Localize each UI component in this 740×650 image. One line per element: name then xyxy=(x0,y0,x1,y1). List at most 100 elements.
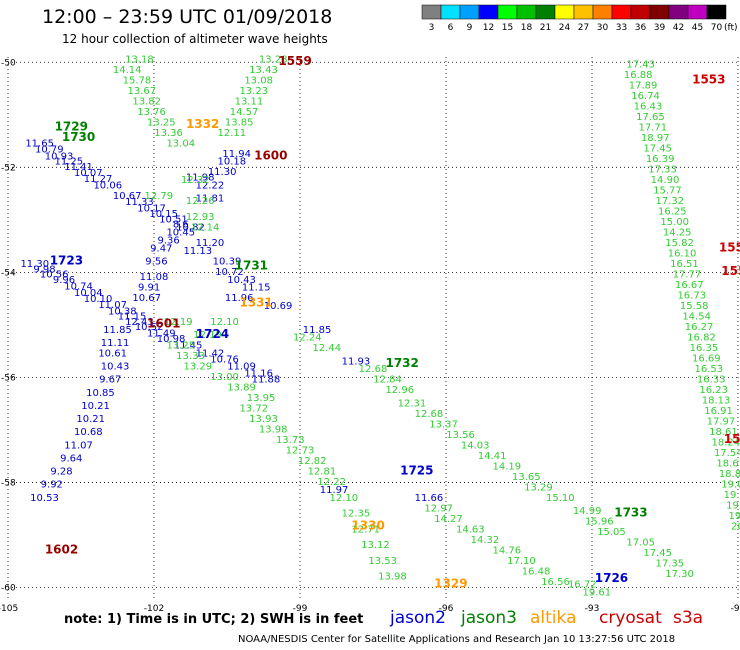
wave-height-jason2: 11.07 xyxy=(64,440,93,451)
scale-label: 42 xyxy=(673,23,684,33)
wave-height-jason3: 12.73 xyxy=(286,446,315,457)
wave-height-jason2: 11.09 xyxy=(227,362,256,373)
wave-height-jason2: 11.33 xyxy=(125,197,154,208)
wave-height-jason3: 19.29 xyxy=(726,501,740,512)
wave-height-jason3: 17.30 xyxy=(665,569,694,580)
scale-label: 9 xyxy=(467,23,473,33)
wave-height-jason2: 10.74 xyxy=(64,282,93,293)
x-tick-label: -96 xyxy=(439,604,454,614)
wave-height-jason3: 16.53 xyxy=(694,364,723,375)
wave-height-jason3: 16.43 xyxy=(634,102,663,113)
wave-height-jason3: 16.39 xyxy=(646,154,675,165)
wave-height-jason2: 10.56 xyxy=(40,270,69,281)
x-tick-label: -93 xyxy=(585,604,600,614)
scale-swatch xyxy=(706,4,727,20)
wave-height-jason2: 11.15 xyxy=(118,312,147,323)
footer-note: note: 1) Time is in UTC; 2) SWH is in fe… xyxy=(64,612,364,627)
wave-height-jason3: 14.63 xyxy=(456,524,485,535)
wave-height-jason2: 11.93 xyxy=(342,356,371,367)
wave-height-jason2: 10.82 xyxy=(176,222,205,233)
pass-time-label: 1552 xyxy=(719,240,740,254)
pass-time-label: 1553 xyxy=(692,72,725,86)
wave-height-jason2: 11.49 xyxy=(147,328,176,339)
pass-time-label: 1329 xyxy=(434,576,467,590)
scale-label: 45 xyxy=(692,23,703,33)
wave-height-jason3: 12.79 xyxy=(145,191,174,202)
x-tick-label: -99 xyxy=(293,604,308,614)
wave-height-jason3: 18.61 xyxy=(716,459,740,470)
scale-label: 3 xyxy=(429,23,435,33)
wave-height-jason2: 9.98 xyxy=(33,264,55,275)
pass-time-label: 1552 xyxy=(721,264,740,278)
scale-label: 70 xyxy=(711,23,723,33)
scale-swatch xyxy=(668,4,689,20)
wave-height-jason3: 16.25 xyxy=(658,207,687,218)
wave-height-jason3: 13.08 xyxy=(244,75,273,86)
wave-height-jason2: 10.07 xyxy=(74,168,103,179)
wave-height-jason3: 13.28 xyxy=(259,54,288,65)
legend-cryosat: cryosat xyxy=(599,608,662,628)
wave-height-jason2: 10.98 xyxy=(157,334,186,345)
wave-height-jason3: 18.13 xyxy=(702,396,731,407)
wave-height-jason2: 11.96 xyxy=(225,293,254,304)
wave-height-jason3: 13.98 xyxy=(378,572,407,583)
scale-label: 33 xyxy=(616,23,627,33)
scale-swatch xyxy=(611,4,632,20)
pass-time-label: 1729 xyxy=(55,120,88,134)
wave-height-jason3: 19.57 xyxy=(729,511,740,522)
scale-swatch xyxy=(687,4,708,20)
wave-height-jason3: 16.56 xyxy=(541,577,570,588)
wave-height-jason2: 9.47 xyxy=(150,243,172,254)
scale-swatch xyxy=(440,4,461,20)
y-tick-label: -54 xyxy=(1,268,16,278)
scale-swatch xyxy=(592,4,613,20)
wave-height-jason2: 11.45 xyxy=(174,341,203,352)
wave-height-jason3: 13.65 xyxy=(512,472,541,483)
wave-height-jason2: 12.22 xyxy=(196,180,225,191)
scale-swatch xyxy=(573,4,594,20)
wave-height-jason2: 10.04 xyxy=(74,288,103,299)
wave-height-jason2: 9.28 xyxy=(50,467,72,478)
wave-height-jason2: 10.61 xyxy=(98,348,127,359)
wave-height-jason3: 16.73 xyxy=(677,291,706,302)
wave-height-jason3: 14.99 xyxy=(573,506,602,517)
wave-height-jason2: 9.91 xyxy=(138,283,160,294)
wave-height-jason3: 14.03 xyxy=(461,440,490,451)
wave-height-jason3: 16.33 xyxy=(697,375,726,386)
wave-height-jason2: 10.10 xyxy=(84,294,113,305)
wave-height-jason3: 16.23 xyxy=(699,385,728,396)
wave-height-jason3: 13.00 xyxy=(210,372,239,383)
wave-height-jason2: 10.79 xyxy=(35,145,64,156)
wave-height-jason3: 12.10 xyxy=(329,493,358,504)
wave-height-jason3: 15.77 xyxy=(653,186,682,197)
wave-height-jason3: 17.65 xyxy=(636,112,665,123)
scale-unit: (ft) xyxy=(724,23,738,33)
wave-height-jason2: 11.07 xyxy=(98,300,127,311)
pass-time-label: 1559 xyxy=(278,54,311,68)
wave-height-jason3: 12.24 xyxy=(293,333,322,344)
wave-height-jason2: 9.56 xyxy=(145,256,167,267)
wave-height-jason3: 13.56 xyxy=(446,430,475,441)
wave-height-jason2: 10.69 xyxy=(264,301,293,312)
scale-label: 15 xyxy=(502,23,513,33)
scale-label: 36 xyxy=(635,23,647,33)
wave-height-jason3: 17.05 xyxy=(626,537,655,548)
wave-height-jason2: 9.67 xyxy=(99,375,121,386)
wave-height-jason3: 12.71 xyxy=(351,524,380,535)
wave-height-jason3: 13.18 xyxy=(125,54,154,65)
wave-height-jason3: 17.32 xyxy=(656,196,685,207)
scale-swatch xyxy=(649,4,670,20)
wave-height-jason2: 11.20 xyxy=(196,238,225,249)
wave-height-jason3: 17.97 xyxy=(707,417,736,428)
wave-height-jason2: 10.52 xyxy=(135,322,164,333)
wave-height-jason3: 13.37 xyxy=(429,419,458,430)
wave-height-jason2: 10.67 xyxy=(132,293,161,304)
wave-height-jason2: 11.97 xyxy=(320,485,349,496)
wave-height-jason3: 12.32 xyxy=(181,175,210,186)
wave-height-jason3: 13.95 xyxy=(247,393,276,404)
scale-swatch xyxy=(459,4,480,20)
wave-height-jason2: 10.43 xyxy=(101,362,130,373)
wave-height-jason2: 11.27 xyxy=(84,174,113,185)
